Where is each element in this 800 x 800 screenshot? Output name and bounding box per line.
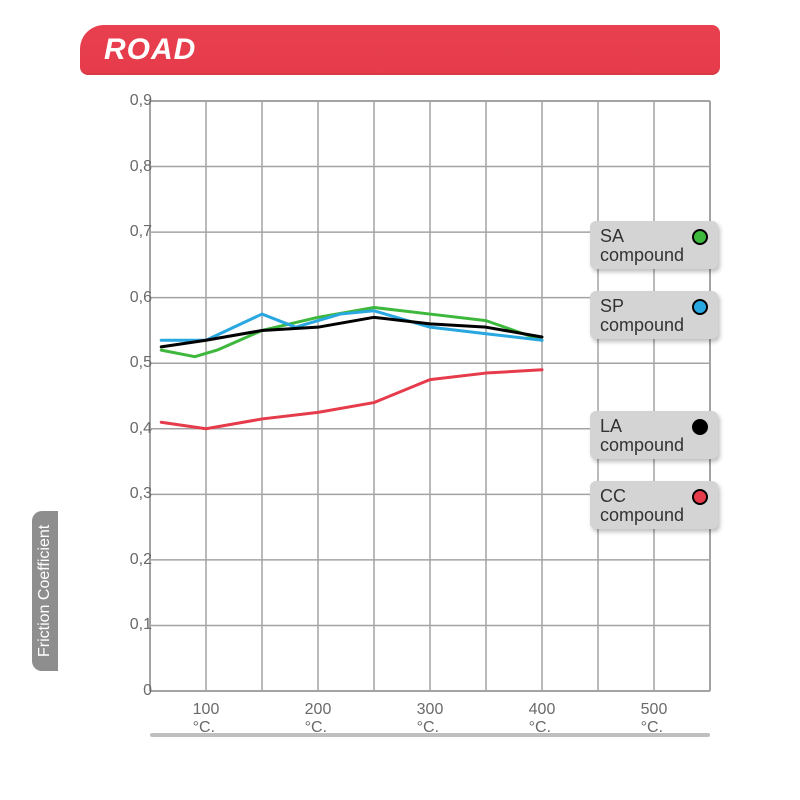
y-tick: 0,8 <box>112 158 152 176</box>
x-tick: 400 °C. <box>529 701 556 737</box>
y-tick: 0,1 <box>112 616 152 634</box>
y-tick: 0,2 <box>112 551 152 569</box>
legend-marker-icon <box>692 419 708 435</box>
legend-label: SPcompound <box>600 297 684 335</box>
legend-item-CC: CCcompound <box>590 481 718 529</box>
bottom-rule <box>150 733 710 737</box>
title-text: ROAD <box>104 33 196 67</box>
legend-item-SP: SPcompound <box>590 291 718 339</box>
x-tick: 500 °C. <box>641 701 668 737</box>
series-SP <box>161 311 542 341</box>
y-tick: 0,5 <box>112 354 152 372</box>
legend-marker-icon <box>692 299 708 315</box>
y-axis-label: Friction Coefficient <box>32 511 58 671</box>
x-tick: 200 °C. <box>305 701 332 737</box>
series-CC <box>161 370 542 429</box>
y-tick: 0,3 <box>112 485 152 503</box>
title-bar: ROAD <box>80 25 720 75</box>
chart-area: Friction Coefficient SAcompoundSPcompoun… <box>80 91 720 731</box>
x-tick: 300 °C. <box>417 701 444 737</box>
y-tick: 0,6 <box>112 289 152 307</box>
legend-item-LA: LAcompound <box>590 411 718 459</box>
y-tick: 0,4 <box>112 420 152 438</box>
y-tick: 0,7 <box>112 223 152 241</box>
legend-item-SA: SAcompound <box>590 221 718 269</box>
legend-label: CCcompound <box>600 487 684 525</box>
y-tick: 0 <box>112 682 152 700</box>
legend-marker-icon <box>692 489 708 505</box>
x-tick: 100 °C. <box>193 701 220 737</box>
y-tick: 0,9 <box>112 92 152 110</box>
legend-marker-icon <box>692 229 708 245</box>
legend-label: SAcompound <box>600 227 684 265</box>
legend-label: LAcompound <box>600 417 684 455</box>
